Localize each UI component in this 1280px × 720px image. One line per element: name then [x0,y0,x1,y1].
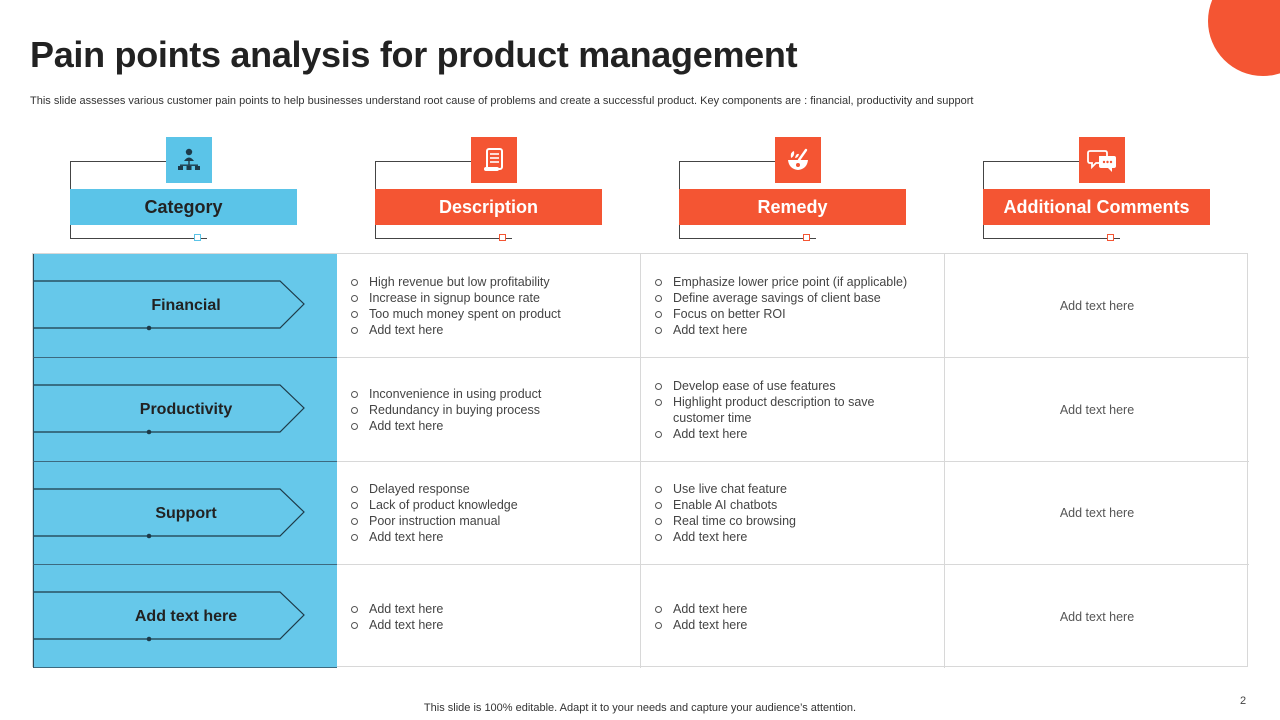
list-item[interactable]: Add text here [653,426,923,442]
category-label[interactable]: Support [155,505,217,522]
list-item[interactable]: Develop ease of use features [653,378,923,394]
list-item[interactable]: Add text here [349,601,619,617]
remedy-cell: Develop ease of use features Highlight pr… [641,358,945,462]
header-description: Description [375,137,615,242]
description-list: Inconvenience in using product Redundancy… [349,386,619,434]
connector-dot [1107,234,1114,241]
comment-cell: Add text here [945,462,1249,565]
remedy-list: Add text here Add text here [653,601,923,633]
comment-text[interactable]: Add text here [1059,298,1135,313]
remedy-list: Use live chat feature Enable AI chatbots R… [653,481,923,545]
comment-cell: Add text here [945,565,1249,668]
category-cell: Add text here [33,565,337,668]
remedy-cell: Add text here Add text here [641,565,945,668]
category-cell: Support [33,462,337,565]
slide-subtitle[interactable]: This slide assesses various customer pai… [30,95,974,107]
list-item[interactable]: Add text here [653,529,923,545]
list-item[interactable]: Add text here [653,322,923,338]
list-item[interactable]: Add text here [349,322,619,338]
description-list: Delayed response Lack of product knowledg… [349,481,619,545]
description-cell: Inconvenience in using product Redundancy… [337,358,641,462]
comment-cell: Add text here [945,358,1249,462]
remedy-cell: Use live chat feature Enable AI chatbots R… [641,462,945,565]
slide-title[interactable]: Pain points analysis for product managem… [30,34,798,75]
arrow-tag-shape [34,384,305,435]
header-label-additional-comments[interactable]: Additional Comments [983,189,1210,225]
pain-points-table: Financial High revenue but low profitabil… [32,253,1249,668]
chat-bubbles-icon [1079,137,1125,183]
arrow-tag-shape [34,591,305,642]
description-cell: Add text here Add text here [337,565,641,668]
remedy-cell: Emphasize lower price point (if applicab… [641,254,945,358]
comment-text[interactable]: Add text here [1059,506,1135,520]
description-cell: Delayed response Lack of product knowledg… [337,462,641,565]
list-item[interactable]: Enable AI chatbots [653,497,923,513]
list-item[interactable]: Add text here [349,418,619,434]
arrow-tag-shape [34,280,305,331]
description-list: Add text here Add text here [349,601,619,633]
comment-cell: Add text here [945,254,1249,358]
list-item[interactable]: Add text here [349,529,619,545]
comment-text[interactable]: Add text here [1059,609,1135,624]
list-item[interactable]: Poor instruction manual [349,513,619,529]
header-label-category[interactable]: Category [70,189,297,225]
category-cell: Productivity [33,358,337,462]
list-item[interactable]: Highlight product description to save cu… [653,394,923,426]
header-label-remedy[interactable]: Remedy [679,189,906,225]
description-list: High revenue but low profitability Increa… [349,274,619,338]
mortar-pestle-icon [775,137,821,183]
list-item[interactable]: Add text here [653,617,923,633]
remedy-list: Emphasize lower price point (if applicab… [653,274,923,338]
list-item[interactable]: Redundancy in buying process [349,402,619,418]
list-item[interactable]: Add text here [349,617,619,633]
category-label[interactable]: Add text here [134,608,238,625]
category-cell: Financial [33,254,337,358]
category-label[interactable]: Productivity [139,401,233,418]
list-item[interactable]: Increase in signup bounce rate [349,290,619,306]
list-item[interactable]: Too much money spent on product [349,306,619,322]
list-item[interactable]: High revenue but low profitability [349,274,619,290]
list-item[interactable]: Real time co browsing [653,513,923,529]
comment-text[interactable]: Add text here [1059,402,1135,417]
connector-dot [803,234,810,241]
document-scroll-icon [471,137,517,183]
header-category: Category [70,137,310,242]
connector-dot [499,234,506,241]
list-item[interactable]: Define average savings of client base [653,290,923,306]
description-cell: High revenue but low profitability Increa… [337,254,641,358]
org-chart-icon [166,137,212,183]
decorative-circle [1208,0,1280,76]
arrow-tag-shape [34,488,305,539]
list-item[interactable]: Delayed response [349,481,619,497]
list-item[interactable]: Emphasize lower price point (if applicab… [653,274,923,290]
connector-dot [194,234,201,241]
header-additional-comments: Additional Comments [983,137,1223,242]
remedy-list: Develop ease of use features Highlight pr… [653,378,923,442]
list-item[interactable]: Inconvenience in using product [349,386,619,402]
footer-note[interactable]: This slide is 100% editable. Adapt it to… [423,702,857,714]
category-label[interactable]: Financial [151,297,221,314]
list-item[interactable]: Add text here [653,601,923,617]
list-item[interactable]: Focus on better ROI [653,306,923,322]
list-item[interactable]: Use live chat feature [653,481,923,497]
header-remedy: Remedy [679,137,919,242]
header-label-description[interactable]: Description [375,189,602,225]
list-item[interactable]: Lack of product knowledge [349,497,619,513]
page-number: 2 [1240,695,1247,707]
